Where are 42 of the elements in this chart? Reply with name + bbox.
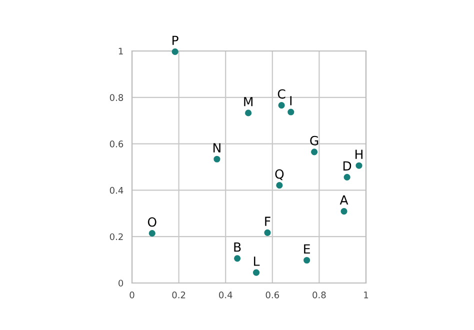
annotation: F (265, 216, 270, 226)
point (264, 229, 271, 236)
annotation: Q (275, 169, 284, 180)
annotation: H (356, 150, 362, 159)
point (340, 208, 348, 215)
annotation: B (234, 242, 241, 252)
point (304, 256, 310, 264)
point (172, 48, 178, 55)
point (356, 162, 362, 169)
point (288, 108, 294, 116)
annotation: M (244, 97, 252, 106)
annotation: A (340, 195, 348, 205)
annotation: N (213, 143, 220, 152)
y-tick-label: 0.4 (110, 186, 124, 194)
y-tick-label: 0.8 (110, 94, 124, 101)
y-tick-label: 1 (118, 48, 123, 54)
y-tick-label: 0.2 (110, 233, 123, 240)
annotation: C (278, 89, 286, 99)
point (310, 148, 318, 156)
annotation: O (148, 217, 156, 227)
point (214, 156, 220, 162)
annotation: L (254, 256, 260, 266)
point (234, 255, 241, 262)
point (148, 230, 156, 237)
x-tick-label: 0.6 (266, 291, 280, 298)
y-tick-label: 0 (118, 280, 124, 287)
x-tick-label: 0.2 (172, 291, 186, 298)
point (344, 174, 350, 180)
annotation: E (304, 244, 310, 254)
y-tick-label: 0.6 (110, 140, 124, 148)
x-tick-label: 0 (130, 291, 134, 298)
annotation: I (290, 96, 292, 106)
point (276, 182, 283, 189)
annotation: P (172, 36, 178, 45)
x-tick-label: 1 (364, 292, 368, 298)
point (245, 110, 252, 116)
annotation: D (343, 161, 352, 170)
point (252, 269, 260, 276)
x-tick-label: 0.4 (219, 291, 232, 298)
point (278, 102, 285, 109)
annotation: G (310, 136, 318, 146)
x-tick-label: 0.8 (312, 291, 326, 298)
